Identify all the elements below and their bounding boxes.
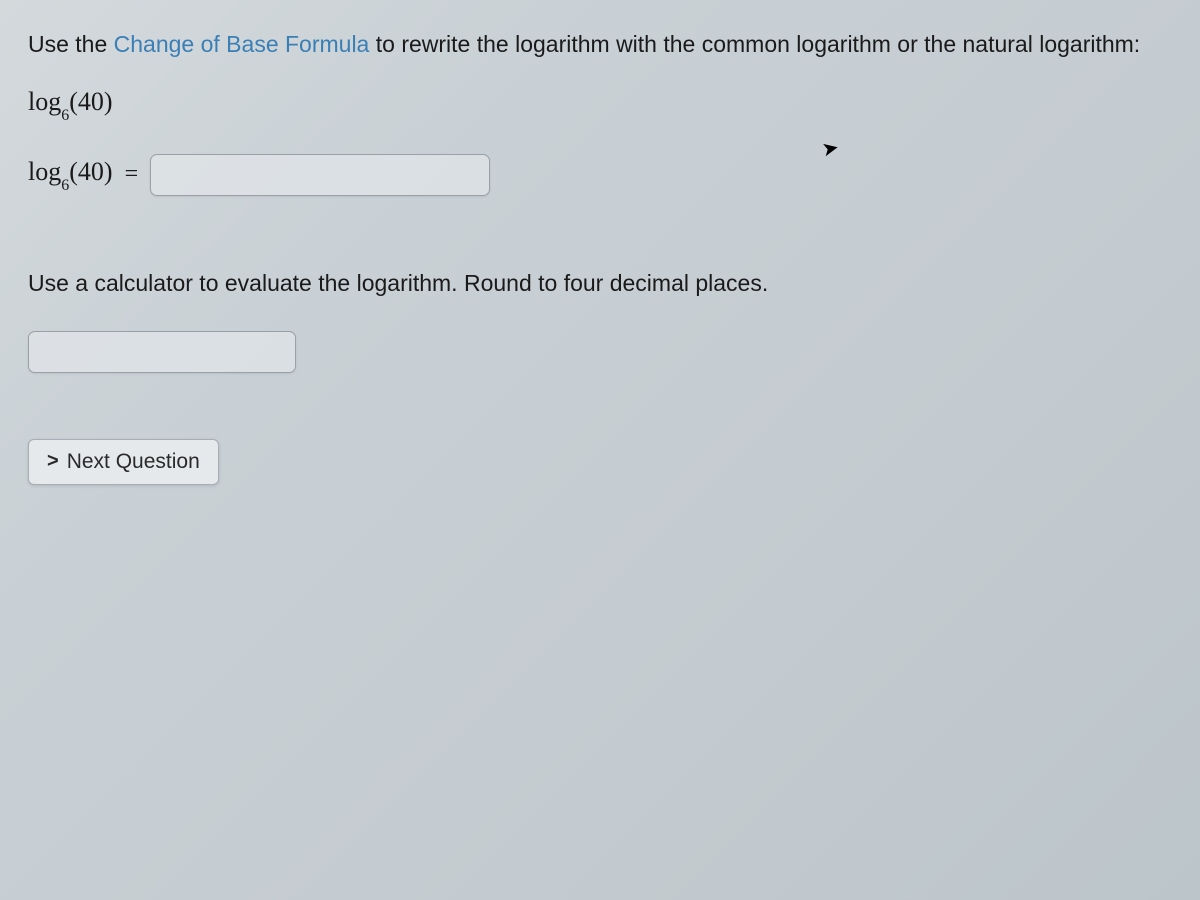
log-text: log	[28, 87, 61, 116]
lhs-log-text: log	[28, 157, 61, 186]
formula-answer-input[interactable]	[150, 154, 490, 196]
lhs-log-argument: (40)	[69, 157, 112, 186]
given-expression: log6(40)	[28, 87, 1172, 121]
question-prefix: Use the	[28, 31, 114, 57]
chevron-right-icon: >	[47, 450, 59, 473]
question-text: Use the Change of Base Formula to rewrit…	[28, 28, 1172, 61]
next-question-button[interactable]: > Next Question	[28, 439, 219, 485]
lhs-expression: log6(40)	[28, 157, 113, 191]
lhs-log-base: 6	[61, 177, 69, 194]
question-suffix: to rewrite the logarithm with the common…	[369, 31, 1140, 57]
change-of-base-link[interactable]: Change of Base Formula	[114, 31, 370, 57]
equation-row: log6(40) =	[28, 154, 1172, 196]
log-base: 6	[61, 107, 69, 124]
decimal-answer-input[interactable]	[28, 331, 296, 373]
second-prompt-text: Use a calculator to evaluate the logarit…	[28, 270, 1172, 297]
log-argument: (40)	[69, 87, 112, 116]
equals-sign: =	[125, 161, 139, 188]
next-button-label: Next Question	[67, 450, 200, 474]
